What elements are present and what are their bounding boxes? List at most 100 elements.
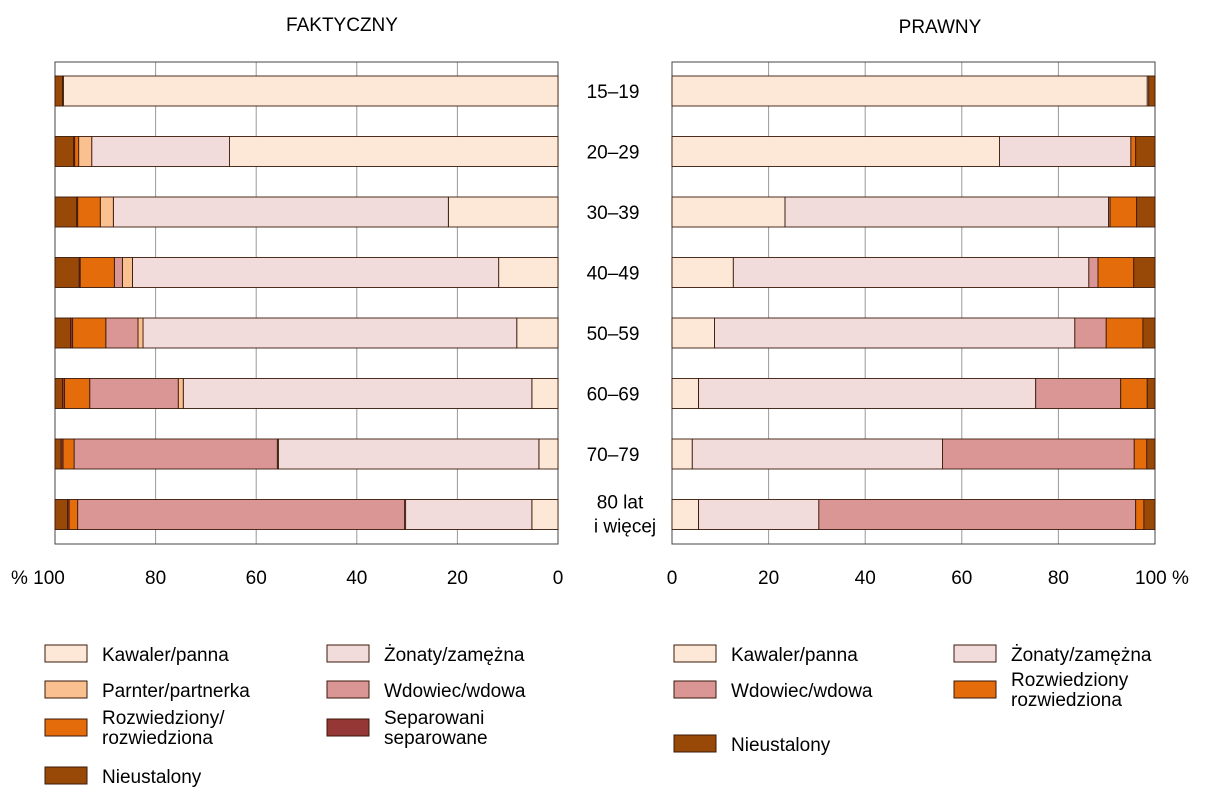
bar-kawaler-panna-2 [671, 136, 1000, 167]
category-label: 20–29 [587, 143, 640, 164]
bar-kawaler-panna-7 [671, 438, 693, 470]
bar-onaty-zam-na-4 [132, 257, 500, 288]
legend-label: Wdowiec/wdowa [731, 681, 873, 702]
legend-swatch-separowani-separowane [326, 718, 370, 737]
legend-swatch-wdowiec-wdowa [673, 680, 717, 699]
legend-swatch-rozwiedziony-rozwiedziona [44, 718, 88, 737]
bar-onaty-zam-na-6 [182, 378, 533, 409]
category-label-line: 80 lat [597, 493, 644, 514]
bar-nieustalony-1 [1148, 75, 1156, 107]
legends: Kawaler/panna Żonaty/zamężna Parnter/partn… [44, 644, 1152, 788]
legend-label: rozwiedziona [102, 728, 213, 749]
x-tick-label: 20 [447, 568, 468, 589]
bar-onaty-zam-na-8 [405, 499, 533, 530]
bar-nieustalony-3 [54, 196, 78, 228]
legend-swatch-parnter-partnerka [44, 680, 88, 699]
bar-rozwiedziony-rozwiedziona-3 [77, 196, 101, 228]
bar-nieustalony-6 [54, 378, 63, 409]
bar-parnter-partnerka-6 [177, 378, 184, 409]
bar-wdowiec-wdowa-4 [1088, 257, 1099, 288]
bar-wdowiec-wdowa-6 [1035, 378, 1122, 409]
x-tick-label: % 100 [11, 568, 65, 589]
legend-label: Parnter/partnerka [102, 681, 250, 702]
bar-kawaler-panna-1 [63, 75, 559, 107]
bar-rozwiedziony-rozwiedziona-6 [64, 378, 91, 409]
bar-onaty-zam-na-6 [698, 378, 1037, 409]
legend-label: Żonaty/zamężna [1011, 645, 1152, 666]
bar-rozwiedziony-rozwiedziona-7 [62, 438, 75, 470]
bar-onaty-zam-na-7 [691, 438, 943, 470]
category-label: 15–19 [587, 82, 640, 103]
legend-label: Żonaty/zamężna [384, 645, 525, 666]
bar-kawaler-panna-1 [671, 75, 1148, 107]
bar-parnter-partnerka-4 [121, 257, 133, 288]
bar-nieustalony-8 [1143, 499, 1156, 530]
bar-nieustalony-7 [54, 438, 62, 470]
chart-title-faktyczny: FAKTYCZNY [286, 15, 398, 36]
bar-onaty-zam-na-5 [142, 317, 518, 349]
bar-wdowiec-wdowa-5 [105, 317, 139, 349]
bar-wdowiec-wdowa-5 [1074, 317, 1107, 349]
bar-rozwiedziony-rozwiedziona-6 [1120, 378, 1148, 409]
bar-kawaler-panna-8 [531, 499, 559, 530]
category-label: 80 lat i więcej [594, 493, 656, 538]
category-label-line: i więcej [594, 517, 656, 538]
bar-parnter-partnerka-3 [99, 196, 114, 228]
legend-label: Kawaler/panna [102, 645, 229, 666]
x-tick-label: 80 [1048, 568, 1069, 589]
bar-nieustalony-7 [1146, 438, 1156, 470]
legend-label: rozwiedziona [1011, 690, 1122, 711]
legend-swatch-nieustalony [673, 734, 717, 753]
chart-title-prawny: PRAWNY [899, 17, 982, 38]
x-tick-label: 60 [951, 568, 972, 589]
bar-kawaler-panna-7 [538, 438, 559, 470]
bar-onaty-zam-na-5 [714, 317, 1076, 349]
legend-swatch-rozwiedziony-rozwiedziona [953, 680, 997, 699]
x-tick-label: 40 [855, 568, 876, 589]
bar-onaty-zam-na-8 [698, 499, 820, 530]
bar-rozwiedziony-rozwiedziona-3 [1109, 196, 1138, 228]
bar-kawaler-panna-2 [229, 136, 559, 167]
legend-label: separowane [384, 728, 488, 749]
legend-label: Rozwiedziony/ [102, 708, 225, 729]
bar-rozwiedziony-rozwiedziona-7 [1133, 438, 1148, 470]
bar-onaty-zam-na-2 [91, 136, 230, 167]
bar-kawaler-panna-4 [498, 257, 559, 288]
bar-nieustalony-5 [54, 317, 72, 349]
category-label: 30–39 [587, 203, 640, 224]
plot-frame [671, 61, 1156, 545]
bar-kawaler-panna-6 [531, 378, 559, 409]
legend-swatch-onaty-zam-na [953, 644, 997, 663]
bar-kawaler-panna-8 [671, 499, 700, 530]
bar-wdowiec-wdowa-7 [942, 438, 1135, 470]
category-label: 60–69 [587, 385, 640, 406]
bar-kawaler-panna-6 [671, 378, 700, 409]
bar-nieustalony-3 [1136, 196, 1156, 228]
x-tick-label: 100 % [1135, 568, 1189, 589]
bar-onaty-zam-na-4 [732, 257, 1090, 288]
bar-onaty-zam-na-2 [999, 136, 1132, 167]
bar-nieustalony-2 [54, 136, 75, 167]
category-label: 50–59 [587, 324, 640, 345]
legend-swatch-wdowiec-wdowa [326, 680, 370, 699]
x-tick-label: 20 [758, 568, 779, 589]
legend-swatch-kawaler-panna [673, 644, 717, 663]
x-tick-label: 40 [346, 568, 367, 589]
bar-parnter-partnerka-2 [78, 136, 93, 167]
bar-wdowiec-wdowa-4 [113, 257, 123, 288]
bar-onaty-zam-na-7 [277, 438, 540, 470]
bar-onaty-zam-na-3 [784, 196, 1110, 228]
bar-kawaler-panna-5 [516, 317, 559, 349]
category-labels: 15–19 20–29 30–39 40–49 50–59 60–69 70–79 80 la… [587, 82, 657, 538]
bar-nieustalony-1 [54, 75, 63, 107]
bar-nieustalony-5 [1142, 317, 1156, 349]
bar-wdowiec-wdowa-8 [77, 499, 406, 530]
legend-swatch-onaty-zam-na [326, 644, 370, 663]
bar-nieustalony-4 [54, 257, 80, 288]
bar-rozwiedziony-rozwiedziona-5 [72, 317, 107, 349]
bar-nieustalony-6 [1146, 378, 1156, 409]
legend-label: Nieustalony [102, 767, 202, 788]
category-label: 40–49 [587, 264, 640, 285]
